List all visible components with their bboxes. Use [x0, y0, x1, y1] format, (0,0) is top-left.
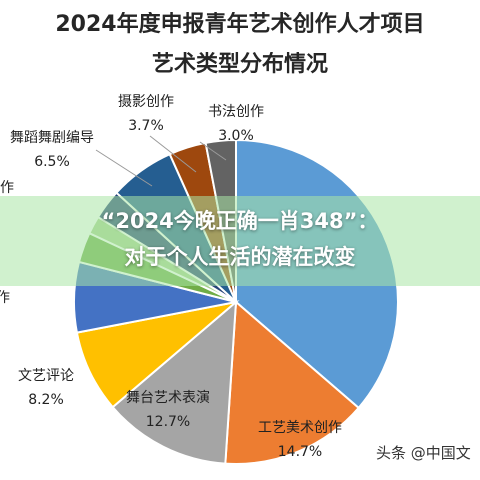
slice-value-label: 14.7%: [278, 444, 322, 460]
pie-slice: [111, 299, 238, 465]
slice-label: 摄影创作: [118, 94, 174, 110]
slice-label: 工艺美术创作: [258, 420, 342, 436]
leader-line: [149, 135, 197, 173]
cut-slice-label: 作: [0, 290, 10, 306]
slice-value-label: 3.0%: [218, 128, 254, 144]
slice-value-label: 12.7%: [146, 414, 190, 430]
slice-value-label: 8.2%: [28, 392, 64, 408]
leader-line: [199, 141, 227, 161]
chart-title: 2024年度申报青年艺术创作人才项目: [55, 12, 425, 37]
overlay-subheadline: 对于个人生活的潜在改变: [124, 245, 356, 269]
slice-label: 舞蹈舞剧编导: [10, 130, 94, 146]
overlay-banner: [0, 196, 480, 286]
chart-subtitle: 艺术类型分布情况: [151, 52, 328, 77]
leader-line: [95, 149, 153, 187]
overlay-headline: “2024今晚正确一肖348”：: [101, 209, 379, 233]
slice-label: 舞台艺术表演: [126, 390, 210, 406]
pie-slice: [224, 299, 361, 465]
slice-label: 书法创作: [208, 104, 264, 120]
source-watermark: 头条 @中国文: [376, 444, 471, 462]
slice-label: 文艺评论: [18, 368, 74, 384]
slice-value-label: 3.7%: [128, 118, 164, 134]
slice-value-label: 6.5%: [34, 154, 70, 170]
cut-slice-label: 作: [0, 180, 14, 196]
